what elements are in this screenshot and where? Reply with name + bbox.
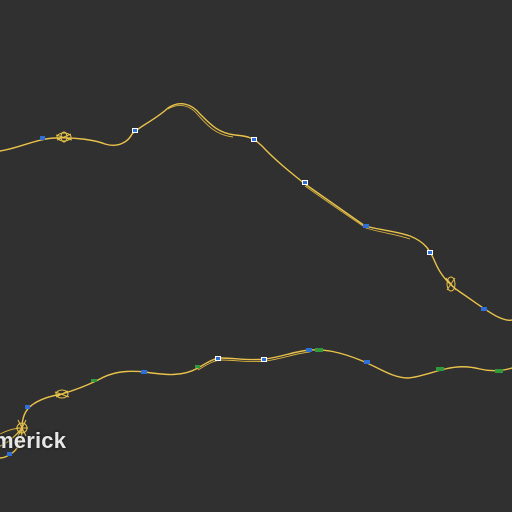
junction-marker[interactable] — [141, 370, 147, 374]
junction-marker-national[interactable] — [91, 379, 97, 382]
lower-motorway-carriageway — [197, 351, 311, 371]
junction-marker[interactable] — [40, 136, 45, 140]
interchange-upper-west — [55, 131, 73, 143]
junction-marker-inner — [262, 358, 266, 361]
lower-motorway — [7, 349, 512, 456]
junction-marker-national[interactable] — [436, 367, 444, 371]
city-label[interactable]: merick — [0, 428, 67, 453]
junction-marker-inner — [133, 129, 137, 132]
interchange-city — [16, 419, 28, 437]
junction-marker-national[interactable] — [495, 369, 503, 373]
junction-marker[interactable] — [364, 360, 370, 364]
junction-marker[interactable] — [363, 224, 369, 228]
junction-marker[interactable] — [25, 405, 30, 409]
junction-marker-inner — [428, 251, 432, 254]
upper-motorway-carriageway — [167, 105, 411, 240]
city-link-road — [0, 427, 23, 447]
junction-marker-inner — [303, 181, 307, 184]
junction-marker-inner — [252, 138, 256, 141]
junction-marker-national[interactable] — [315, 348, 323, 352]
junction-marker-national[interactable] — [195, 365, 200, 368]
junction-marker-inner — [216, 357, 220, 360]
junction-markers-upper — [40, 128, 487, 311]
junction-marker[interactable] — [306, 348, 312, 352]
junction-markers-lower — [7, 348, 503, 456]
interchange-lower-west — [54, 389, 70, 399]
interchange-upper-east — [445, 276, 457, 292]
upper-motorway — [0, 103, 512, 321]
junction-marker[interactable] — [481, 307, 487, 311]
junction-marker[interactable] — [7, 452, 12, 456]
